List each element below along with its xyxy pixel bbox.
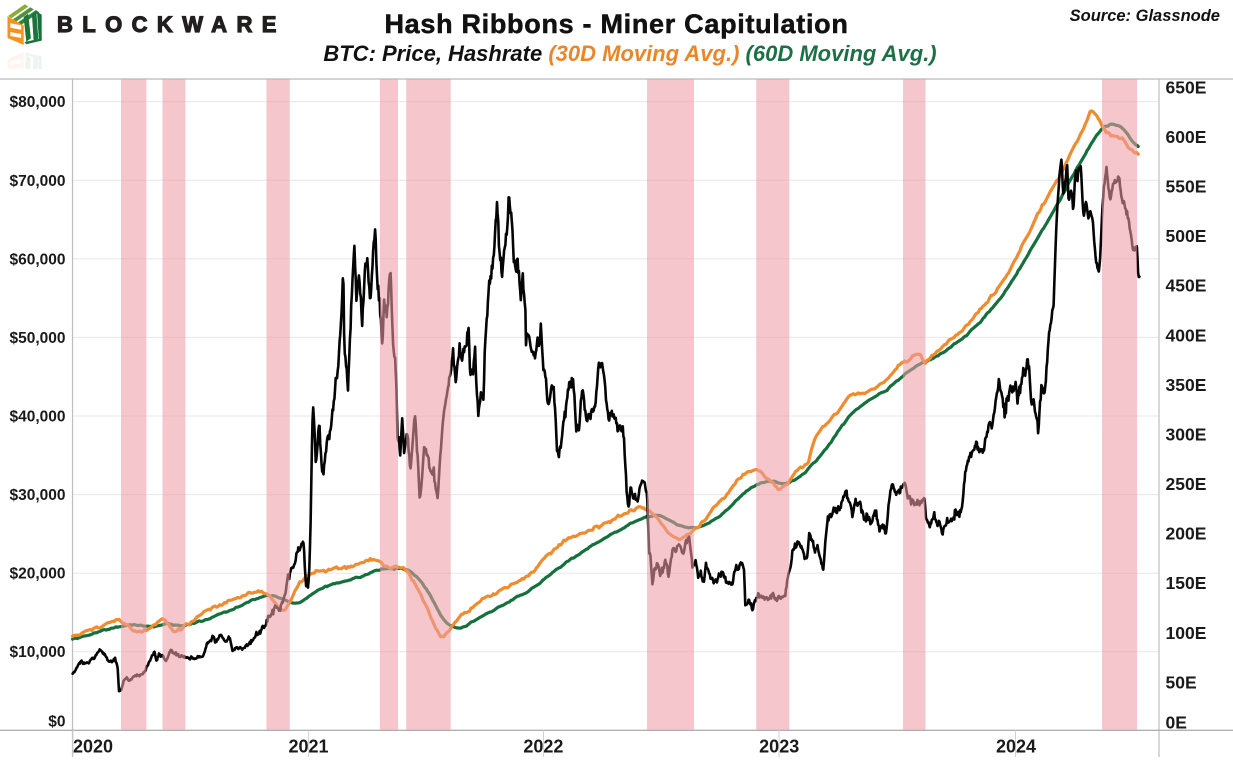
svg-text:$60,000: $60,000 bbox=[9, 251, 65, 268]
svg-text:$30,000: $30,000 bbox=[9, 487, 65, 504]
svg-text:2022: 2022 bbox=[523, 737, 563, 757]
svg-text:550E: 550E bbox=[1166, 177, 1207, 197]
svg-text:250E: 250E bbox=[1166, 474, 1207, 494]
svg-text:$50,000: $50,000 bbox=[9, 330, 65, 347]
svg-text:500E: 500E bbox=[1166, 226, 1207, 246]
svg-text:100E: 100E bbox=[1166, 623, 1207, 643]
svg-text:$10,000: $10,000 bbox=[9, 644, 65, 661]
svg-text:400E: 400E bbox=[1166, 325, 1207, 345]
svg-text:2024: 2024 bbox=[996, 737, 1036, 757]
svg-text:$80,000: $80,000 bbox=[9, 94, 65, 111]
svg-text:$20,000: $20,000 bbox=[9, 566, 65, 583]
svg-text:2023: 2023 bbox=[759, 737, 799, 757]
svg-text:0E: 0E bbox=[1166, 713, 1187, 733]
svg-text:450E: 450E bbox=[1166, 276, 1207, 296]
svg-text:2021: 2021 bbox=[288, 737, 328, 757]
svg-text:650E: 650E bbox=[1166, 77, 1207, 97]
svg-text:$40,000: $40,000 bbox=[9, 409, 65, 426]
svg-text:2020: 2020 bbox=[73, 737, 113, 757]
svg-text:50E: 50E bbox=[1166, 672, 1197, 692]
svg-text:$0: $0 bbox=[48, 714, 65, 731]
svg-text:600E: 600E bbox=[1166, 127, 1207, 147]
svg-text:$70,000: $70,000 bbox=[9, 173, 65, 190]
svg-text:350E: 350E bbox=[1166, 375, 1207, 395]
svg-text:150E: 150E bbox=[1166, 573, 1207, 593]
svg-text:200E: 200E bbox=[1166, 524, 1207, 544]
svg-text:300E: 300E bbox=[1166, 425, 1207, 445]
